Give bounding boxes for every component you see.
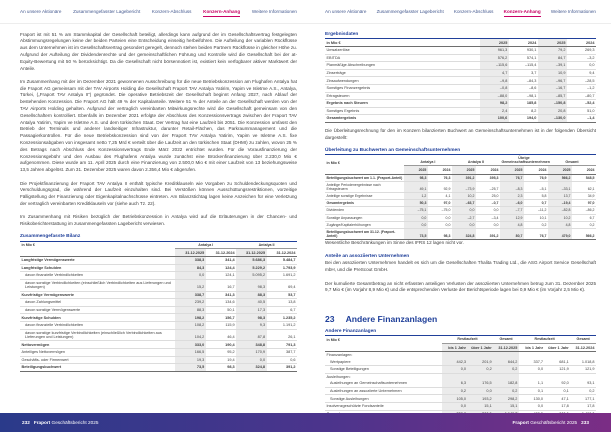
section-title: Andere Finanzanlagen — [345, 314, 438, 325]
table-row: Planmäßige Abschreibungen –115,6 –115,4 –39… — [325, 61, 596, 70]
table-row: Beteiligungsbuchwert am 31.12. (Fraport-… — [325, 227, 596, 241]
table-group-header: in Mio € Antalya I Antalya II — [20, 241, 297, 249]
nav-tab-anhang[interactable]: Konzern-Anhang — [203, 9, 241, 17]
table-row: Umsatzerlöse 961,3 930,1 79,2 269,3 — [325, 46, 596, 55]
table-row: davon sonstige Verbindlichkeiten (einsch… — [20, 279, 297, 292]
table-row: Ausleihungen an assoziierte Unternehmen 0… — [325, 387, 596, 396]
nav-tab-anhang[interactable]: Konzern-Anhang — [503, 9, 541, 17]
table-group-header: in Mio € Restlaufzeit Gesamt Restlaufzeit Ge… — [325, 336, 596, 344]
nav-tab-lagebericht[interactable]: Zusammengefasster Lagebericht — [73, 9, 141, 14]
footer-right-page-number: 233 — [581, 420, 589, 425]
table-row: Zinsaufwendungen –9,8 –84,3 –96,7 –28,5 — [325, 76, 596, 85]
footer-right: Fraport Geschäftsbericht 2025 233 — [513, 420, 589, 425]
table-group-header: in Mio € Antalya I Antalya II Übrige Gemein… — [325, 154, 596, 167]
table-row: Sonstige Anpassungen 0,0 0,0 –2,7 –3,4 12,9 10… — [325, 214, 596, 222]
associates-heading: Anteile an assoziierten Unternehmen — [325, 253, 410, 259]
table-column-header: 2025 2024 2025 2024 2025 2024 2025 2024 — [325, 165, 596, 175]
results-table-title: Ergebnisdaten — [325, 32, 596, 39]
table-row: Ausleihungen an Gemeinschaftsunternehmen… — [325, 380, 596, 388]
left-page: An unsere Aktionäre Zusammengefasster La… — [20, 0, 297, 432]
other-financial-assets-table: in Mio € Restlaufzeit Gesamt Restlaufzeit Ge… — [325, 336, 596, 419]
table-row: Nettovermögen 333,0 190,4 348,8 791,3 — [20, 340, 297, 349]
table-row: Sonstige Beteiligungen 0,0 0,2 0,2 0,0 121,9 1… — [325, 365, 596, 374]
table-row: Gesamtergebnis 100,6 194,0 –130,0 –1,4 — [325, 114, 596, 123]
table-row: Sonstige Ausleihungen 105,0 193,2 298,2 130,… — [325, 394, 596, 403]
nav-tab-weitere[interactable]: Weitere Informationen — [251, 9, 297, 14]
table-row: Dividenden –75,1 –75,0 0,0 0,0 –7,7 –11,2 –82,8… — [325, 206, 596, 215]
table-column-header: 31.12.2025 31.12.2024 31.12.2025 31.12.2024 — [20, 248, 297, 258]
reconciliation-table-title: Überleitung zu Buchwerten an Gemeinschaf… — [325, 148, 596, 155]
associates-paragraph-2: Der kumulierte Gesamtbetrag an nicht erf… — [325, 280, 596, 293]
paragraph-risk-reference: Im Zusammenhang mit Risiken bezüglich de… — [20, 214, 297, 227]
footer-right-report-title: Fraport Geschäftsbericht 2025 — [512, 420, 578, 425]
table-row: Wertpapiere 442,3 201,9 644,2 337,7 681,1 1.01… — [325, 358, 596, 367]
balance-sheet-table: in Mio € Antalya I Antalya II 31.12.2025 31.… — [20, 241, 297, 372]
table-row: Anteilige Periodenergebnisse nach Ertrag… — [325, 181, 596, 193]
nav-tab-lagebericht[interactable]: Zusammengefasster Lagebericht — [376, 9, 444, 14]
reconciliation-table: in Mio € Antalya I Antalya II Übrige Gemein… — [325, 154, 596, 241]
top-nav-left: An unsere Aktionäre Zusammengefasster La… — [20, 0, 297, 17]
left-page-content: Fraport ist mit 51 % am Stammkapital der… — [20, 32, 297, 372]
associates-paragraph-1: Bei den assoziierten Unternehmen handelt… — [325, 260, 596, 273]
table-row: Sonstiges Ergebnis 2,4 8,2 20,8 51,0 — [325, 107, 596, 116]
table-row: Anteilige sonstige Ergebnisse 1,2 4,1 10,2 2… — [325, 192, 596, 201]
nav-tab-weitere[interactable]: Weitere Informationen — [550, 9, 596, 14]
results-table: in Mio €2025 2024 2025 2024 Umsatzerlöse 961,… — [325, 38, 596, 123]
reconciliation-intro: Die Überleitungsrechnung für den im Konz… — [325, 127, 596, 140]
table-row: Langfristige Vermögenswerte 338,3 341,4 5.6… — [20, 256, 297, 265]
right-page-content: Ergebnisdaten in Mio €2025 2024 2025 2024 Um… — [325, 32, 596, 419]
table-row: Sonstiges Finanzergebnis –0,8 –8,6 –16,7 –1,… — [325, 84, 596, 93]
table-column-header: in Mio €2025 2024 2025 2024 — [325, 38, 596, 48]
table-row: davon sonstige Vermögenswerte 88,3 50,1 17,… — [20, 306, 297, 315]
paragraph-equity-valuation: Fraport ist mit 51 % am Stammkapital der… — [20, 31, 297, 71]
table-row: Ertragsteuern –88,0 –98,1 –85,7 –80,7 — [325, 92, 596, 101]
table-column-header: bis 1 Jahr über 1 Jahr 31.12.2025 bis 1 Jah… — [325, 343, 596, 353]
ifrs12-note: Wesentliche Beschränkungen im Sinne des … — [325, 240, 464, 246]
table-row: Kurzfristige Vermögenswerte 338,7 341,3 88,… — [20, 290, 297, 300]
table-row: Kurzfristige Schulden 198,2 156,7 98,3 1.235… — [20, 313, 297, 322]
section-number: 23 — [325, 314, 335, 325]
other-financial-table-title: Andere Finanzanlagen — [325, 329, 596, 337]
table-row: Beteiligungsbuchwert 73,5 98,3 324,8 391,2 — [20, 363, 297, 372]
table-row: Gesamtergebnis 50,3 97,0 –63,7 –0,7 –6,0 0,7 –1… — [325, 199, 596, 208]
table-row: Anteiliges Nettovermögen 166,5 95,2 170,9 38… — [20, 348, 297, 357]
right-page: An unsere Aktionäre Zusammengefasster La… — [325, 0, 596, 432]
table-row: Ergebnis nach Steuern 98,2 185,8 –150,8 –52,… — [325, 99, 596, 108]
footer-left-page-number: 232 — [22, 420, 30, 425]
footer-left-report-title: Fraport Geschäftsbericht 2025 — [33, 420, 99, 425]
table-row: Langfristige Schulden 84,3 124,4 5.229,2 1.7… — [20, 263, 297, 273]
table-row: davon finanzielle Verbindlichkeiten 108,2… — [20, 321, 297, 330]
table-row: Zugänge/Kapitalerhöhungen 0,0 0,0 0,0 0,0 4,8… — [325, 221, 596, 229]
paragraph-project-financing: Die Projektfinanzierung der Fraport TAV … — [20, 180, 297, 206]
nav-tab-abschluss[interactable]: Konzern-Abschluss — [453, 9, 494, 14]
table-row: davon finanzielle Verbindlichkeiten 0,0 12… — [20, 271, 297, 280]
table-row: Finanzanlagen: — [325, 351, 596, 359]
footer-bar: 232 Fraport Geschäftsbericht 2025 Frapor… — [0, 413, 611, 432]
table-row: EBITDA 576,2 574,1 84,7 –3,2 — [325, 54, 596, 63]
top-nav-right: An unsere Aktionäre Zusammengefasster La… — [325, 0, 596, 17]
nav-divider — [0, 23, 611, 24]
balance-table-title: Zusammengefasste Bilanz — [20, 234, 297, 242]
footer-left: 232 Fraport Geschäftsbericht 2025 — [22, 420, 98, 425]
nav-tab-aktionaere[interactable]: An unsere Aktionäre — [325, 9, 367, 14]
table-row: davon Zahlungsmittel 239,2 134,6 40,5 13,8 — [20, 298, 297, 307]
paragraph-antalya-concession: Im Zusammenhang mit der im Dezember 2021… — [20, 78, 297, 173]
table-row: Beteiligungsbuchwert am 1.1. (Fraport-An… — [325, 173, 596, 182]
table-row: Ausleihungen: — [325, 373, 596, 381]
nav-tab-aktionaere[interactable]: An unsere Aktionäre — [20, 9, 62, 14]
table-row: Zinserträge 4,7 3,7 10,9 9,4 — [325, 69, 596, 78]
table-row: davon sonstige kurzfristige Verbindlichk… — [20, 329, 297, 342]
table-row: Geschäfts- oder Firmenwert 19,3 19,4 0,0 0,6 — [20, 356, 297, 365]
section-23-heading: 23 Andere Finanzanlagen — [325, 314, 596, 324]
nav-tab-abschluss[interactable]: Konzern-Abschluss — [151, 9, 192, 14]
table-row: Insolvenzgeschützte Fondsanteile 0,0 15,1 1… — [325, 402, 596, 411]
